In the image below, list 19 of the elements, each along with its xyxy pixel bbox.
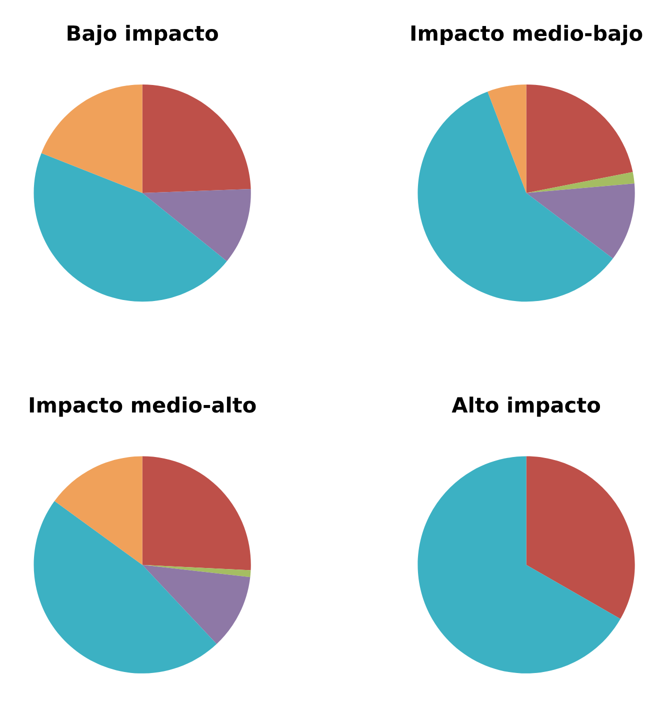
pie-slice (142, 84, 251, 194)
pie-slice (54, 456, 142, 565)
chart-title: Alto impacto (452, 396, 600, 417)
chart-title: Impacto medio-alto (30, 396, 256, 417)
chart-title: Impacto medio-bajo (411, 24, 642, 46)
pie-slice (418, 456, 620, 674)
pie-slice (142, 188, 251, 262)
pie-slice (526, 84, 633, 194)
pie-slice (142, 564, 250, 644)
pie-slice (142, 456, 251, 570)
pie-slice (41, 84, 142, 194)
pie-slice (488, 84, 526, 194)
pie-slice (526, 184, 635, 259)
pie-slice (526, 172, 634, 194)
chart-title: Bajo impacto (68, 24, 218, 46)
pie-slice (418, 92, 613, 302)
pie-slice (34, 153, 227, 302)
pie-slice (34, 501, 217, 674)
pie-slice (526, 456, 635, 619)
